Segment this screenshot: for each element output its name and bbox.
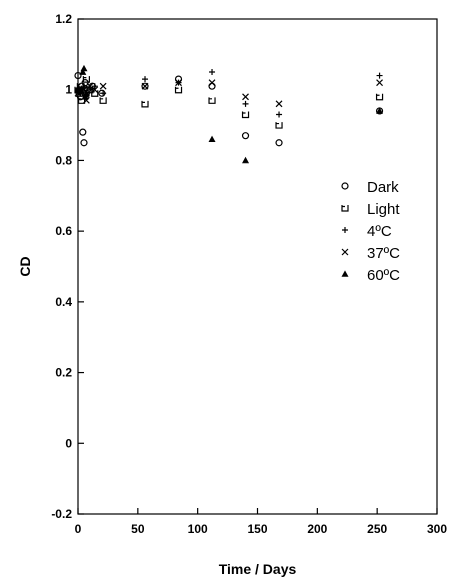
- data-point: [76, 86, 84, 93]
- data-point: [376, 107, 384, 114]
- y-tick-label: 0.8: [55, 153, 72, 167]
- data-point: [86, 82, 94, 90]
- data-points: [74, 64, 384, 164]
- data-point: [74, 71, 82, 80]
- data-point: [175, 79, 182, 87]
- data-point: [91, 86, 99, 94]
- data-point: [242, 93, 249, 101]
- series-4c: [75, 69, 383, 118]
- data-point: [241, 111, 250, 119]
- data-point: [208, 97, 216, 104]
- data-point: [80, 83, 87, 90]
- x-tick-label: 0: [75, 522, 82, 536]
- data-point: [275, 100, 283, 108]
- y-tick-label: 0.4: [55, 295, 72, 309]
- legend-label: 60ºC: [367, 267, 400, 284]
- series-light: [74, 76, 384, 129]
- data-point: [86, 86, 93, 93]
- x-tick-label: 250: [367, 522, 387, 536]
- x-tick-label: 300: [427, 522, 447, 536]
- data-point: [242, 156, 250, 164]
- data-point: [99, 97, 107, 104]
- data-point: [375, 93, 384, 101]
- legend-marker: [342, 227, 348, 233]
- y-axis-title: CD: [17, 256, 33, 276]
- data-point: [82, 89, 90, 97]
- series-dark: [74, 71, 384, 147]
- legend-marker: [341, 270, 349, 277]
- legend-label: 4ºC: [367, 223, 392, 240]
- data-point: [141, 100, 149, 108]
- data-point: [208, 135, 216, 143]
- y-tick-label: 0: [65, 436, 72, 450]
- y-tick-label: 1.2: [55, 12, 72, 26]
- data-point: [174, 86, 183, 94]
- legend-label: 37ºC: [367, 245, 400, 262]
- x-tick-label: 100: [188, 522, 208, 536]
- x-axis-ticks: 0 50 100 150 200 250 300: [75, 508, 447, 536]
- data-point: [81, 93, 89, 100]
- data-point: [80, 139, 88, 147]
- y-tick-label: 1: [65, 83, 72, 97]
- y-tick-label: 0.2: [55, 366, 72, 380]
- data-point: [77, 97, 86, 104]
- data-point: [208, 79, 216, 87]
- data-point: [79, 68, 87, 75]
- data-point: [376, 79, 383, 87]
- data-point: [376, 72, 383, 79]
- legend-marker: [341, 205, 349, 212]
- data-point: [241, 132, 250, 140]
- data-point: [141, 82, 149, 90]
- data-point: [79, 128, 87, 136]
- x-tick-label: 150: [247, 522, 267, 536]
- data-point: [275, 122, 283, 129]
- data-point: [142, 76, 149, 83]
- y-tick-label: -0.2: [51, 507, 72, 521]
- data-point: [242, 100, 249, 107]
- data-point: [99, 82, 107, 90]
- series-60c: [74, 64, 384, 164]
- data-point: [100, 90, 107, 97]
- legend-marker: [341, 182, 349, 190]
- data-point: [80, 64, 88, 72]
- x-tick-label: 200: [307, 522, 327, 536]
- y-tick-label: 0.6: [55, 224, 72, 238]
- data-point: [91, 83, 98, 90]
- legend-marker: [341, 248, 349, 256]
- x-axis-title: Time / Days: [219, 561, 297, 577]
- series-37c: [74, 79, 383, 108]
- y-axis-ticks: -0.2 0 0.2 0.4 0.6 0.8 1 1.2: [51, 12, 84, 521]
- data-point: [141, 82, 149, 90]
- data-point: [275, 139, 283, 147]
- data-point: [276, 111, 283, 118]
- legend-label: Dark: [367, 179, 399, 196]
- x-tick-label: 50: [131, 522, 145, 536]
- legend: Dark Light 4ºC 37ºC 60ºC: [341, 179, 400, 284]
- legend-label: Light: [367, 201, 400, 218]
- data-point: [82, 76, 90, 83]
- data-point: [209, 69, 216, 76]
